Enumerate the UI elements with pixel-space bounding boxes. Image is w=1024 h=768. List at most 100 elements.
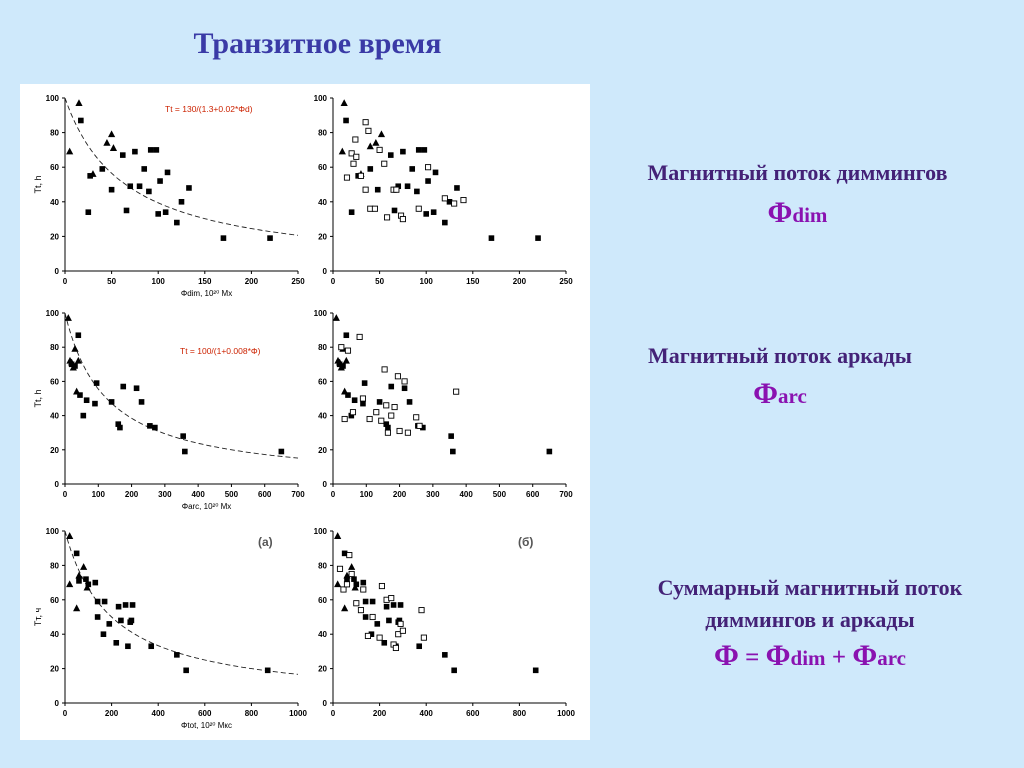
data-point-square — [446, 199, 453, 205]
data-point-square — [73, 550, 80, 557]
data-point-square — [85, 209, 92, 215]
x-tick-label: 800 — [245, 709, 259, 718]
y-tick-label: 80 — [50, 561, 59, 570]
y-tick-label: 40 — [50, 630, 59, 639]
data-point-square — [120, 383, 127, 390]
data-point-square — [136, 183, 143, 190]
y-tick-label: 100 — [314, 309, 328, 318]
data-point-open-square — [392, 644, 399, 652]
data-point-square — [442, 219, 448, 226]
fit-curve — [64, 97, 299, 236]
y-tick-label: 0 — [323, 699, 328, 708]
data-point-open-square — [353, 600, 360, 607]
y-tick-label: 80 — [318, 343, 327, 352]
data-point-open-square — [388, 595, 395, 602]
data-point-square — [488, 235, 495, 241]
data-point-square — [360, 400, 366, 407]
data-point-square — [396, 617, 403, 624]
data-point-open-square — [341, 415, 348, 423]
phi-symbol: Φ — [714, 639, 739, 672]
data-point-square — [83, 576, 89, 582]
data-point-square — [94, 598, 101, 605]
data-point-triangle — [372, 138, 380, 146]
data-point-square — [267, 235, 273, 241]
data-point-square — [343, 117, 349, 124]
data-point-square — [430, 209, 437, 215]
y-tick-label: 0 — [323, 480, 328, 489]
fit-curve — [64, 312, 299, 459]
data-point-square — [78, 117, 84, 124]
phi-subscript: dim — [792, 203, 828, 227]
data-point-triangle — [73, 604, 81, 612]
data-point-square — [423, 211, 429, 217]
data-point-square — [374, 621, 381, 627]
data-point-square — [174, 652, 180, 658]
data-point-square — [374, 186, 381, 193]
data-point-open-square — [357, 607, 365, 614]
data-point-square — [442, 652, 448, 658]
data-point-square — [129, 602, 136, 608]
x-tick-label: 700 — [291, 490, 305, 499]
y-tick-label: 80 — [318, 561, 327, 570]
x-tick-label: 400 — [420, 709, 434, 718]
data-point-square — [397, 602, 404, 608]
data-point-triangle — [74, 356, 82, 364]
data-point-square — [345, 392, 351, 398]
caption-total-line2: диммингов и аркады — [705, 607, 915, 632]
x-tick-label: 600 — [198, 709, 212, 718]
data-point-square — [178, 199, 185, 205]
phi-subscript: dim — [790, 646, 826, 670]
data-point-square — [108, 399, 115, 405]
x-tick-label: 200 — [245, 277, 259, 286]
data-point-square — [368, 631, 375, 637]
data-point-open-square — [346, 552, 353, 559]
data-point-open-square — [394, 373, 401, 380]
data-point-square — [127, 183, 134, 190]
data-point-open-square — [420, 634, 427, 641]
data-point-square — [351, 397, 358, 404]
data-point-triangle — [334, 580, 342, 588]
data-point-square — [390, 602, 397, 608]
data-point-open-square — [383, 402, 390, 409]
x-tick-label: 600 — [258, 490, 272, 499]
x-tick-label: 200 — [393, 490, 407, 499]
data-point-square — [535, 235, 541, 241]
y-tick-label: 100 — [46, 527, 60, 536]
figure-panel: 0 50 100 150 200 250 0 20 40 60 80 100 Φdim, 10²⁰ Mx… — [20, 84, 590, 740]
chart-annotation: Tt = 100/(1+0.008*Φ) — [180, 346, 261, 356]
data-point-square — [401, 385, 408, 392]
data-point-square — [348, 412, 355, 419]
x-tick-label: 100 — [92, 490, 106, 499]
data-point-open-square — [395, 631, 402, 638]
data-point-open-square — [373, 409, 380, 416]
y-axis-label: Tt, h — [33, 175, 43, 193]
data-point-open-square — [388, 412, 395, 419]
data-point-triangle — [103, 138, 111, 146]
data-point-square — [117, 424, 123, 431]
y-axis-label: Tт, ч — [33, 608, 43, 627]
data-point-open-square — [425, 164, 432, 171]
data-point-square — [532, 667, 539, 674]
data-point-square — [162, 209, 169, 215]
data-point-square — [361, 380, 368, 386]
data-point-square — [391, 207, 398, 214]
data-point-open-square — [365, 127, 372, 134]
data-point-triangle — [80, 563, 88, 570]
formula-phi-arc: Φarc — [600, 377, 960, 411]
y-tick-label: 80 — [50, 343, 59, 352]
data-point-square — [395, 183, 402, 190]
data-point-square — [416, 643, 423, 650]
data-point-open-square — [391, 404, 398, 411]
data-point-square — [183, 667, 189, 674]
phi-symbol: Φ — [765, 639, 791, 672]
data-point-square — [432, 169, 439, 176]
x-tick-label: 200 — [373, 709, 387, 718]
data-point-triangle — [83, 583, 91, 591]
data-point-square — [99, 166, 106, 172]
fit-curve — [64, 530, 299, 675]
data-point-open-square — [453, 388, 460, 395]
data-point-square — [152, 424, 158, 431]
x-tick-label: 400 — [152, 709, 166, 718]
y-tick-label: 100 — [46, 94, 60, 103]
data-point-open-square — [344, 347, 352, 354]
